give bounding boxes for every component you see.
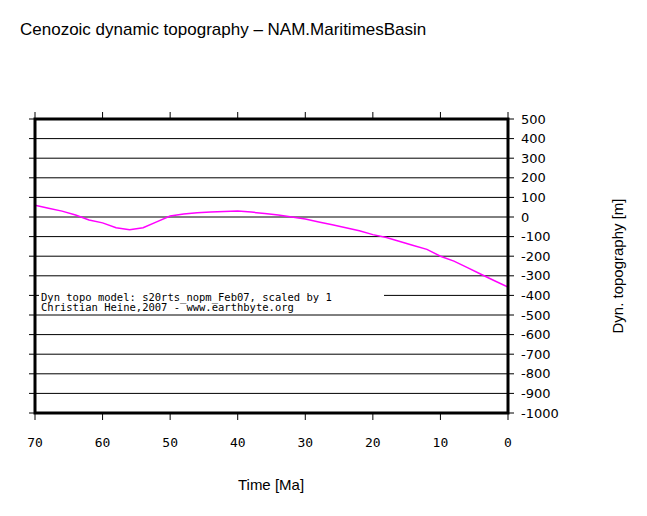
tick-label: -700 <box>521 347 551 362</box>
tick-label: 40 <box>230 435 246 450</box>
grid-line <box>35 315 508 316</box>
tick-label: 20 <box>365 435 381 450</box>
tick-label: -800 <box>521 366 551 381</box>
tick-label: 200 <box>521 170 546 185</box>
plot-frame <box>35 119 508 413</box>
title: Cenozoic dynamic topography – NAM.Mariti… <box>20 20 426 39</box>
grid-line <box>35 334 508 335</box>
annotation-box <box>39 291 384 313</box>
grid-line <box>35 373 508 374</box>
tick-label: -900 <box>521 386 551 401</box>
grid-line <box>35 217 508 218</box>
grid-line <box>35 138 508 139</box>
grid-line <box>35 158 508 159</box>
tick-label: 70 <box>27 435 43 450</box>
tick-label: 60 <box>95 435 111 450</box>
tick-label: -600 <box>521 327 551 342</box>
tick-label: 300 <box>521 151 546 166</box>
grid-line <box>35 197 508 198</box>
plot-area <box>35 205 508 287</box>
tick-label: -200 <box>521 249 551 264</box>
grid-line <box>35 177 508 178</box>
tick-label: -100 <box>521 229 551 244</box>
tick-label: -300 <box>521 268 551 283</box>
tick-label: 400 <box>521 131 546 146</box>
tick-label: -1000 <box>521 406 559 421</box>
y-axis-label: Dyn. topography [m] <box>609 198 626 333</box>
tick-label: -400 <box>521 288 551 303</box>
grid-line <box>35 275 508 276</box>
tick-label: 500 <box>521 112 546 127</box>
grid-line <box>35 354 508 355</box>
tick-label: 30 <box>297 435 313 450</box>
x-axis-label: Time [Ma] <box>238 476 304 493</box>
chart-svg: Cenozoic dynamic topography – NAM.Mariti… <box>0 0 647 516</box>
grid-line <box>35 256 508 257</box>
tick-label: -500 <box>521 308 551 323</box>
tick-label: 0 <box>504 435 512 450</box>
tick-label: 10 <box>433 435 449 450</box>
data-line <box>35 205 508 287</box>
tick-label: 50 <box>162 435 178 450</box>
grid-line <box>35 393 508 394</box>
annotation: Christian Heine,2007 - www.earthbyte.org <box>41 301 294 313</box>
tick-label: 100 <box>521 190 546 205</box>
tick-label: 0 <box>521 210 529 225</box>
grid-line <box>35 236 508 237</box>
